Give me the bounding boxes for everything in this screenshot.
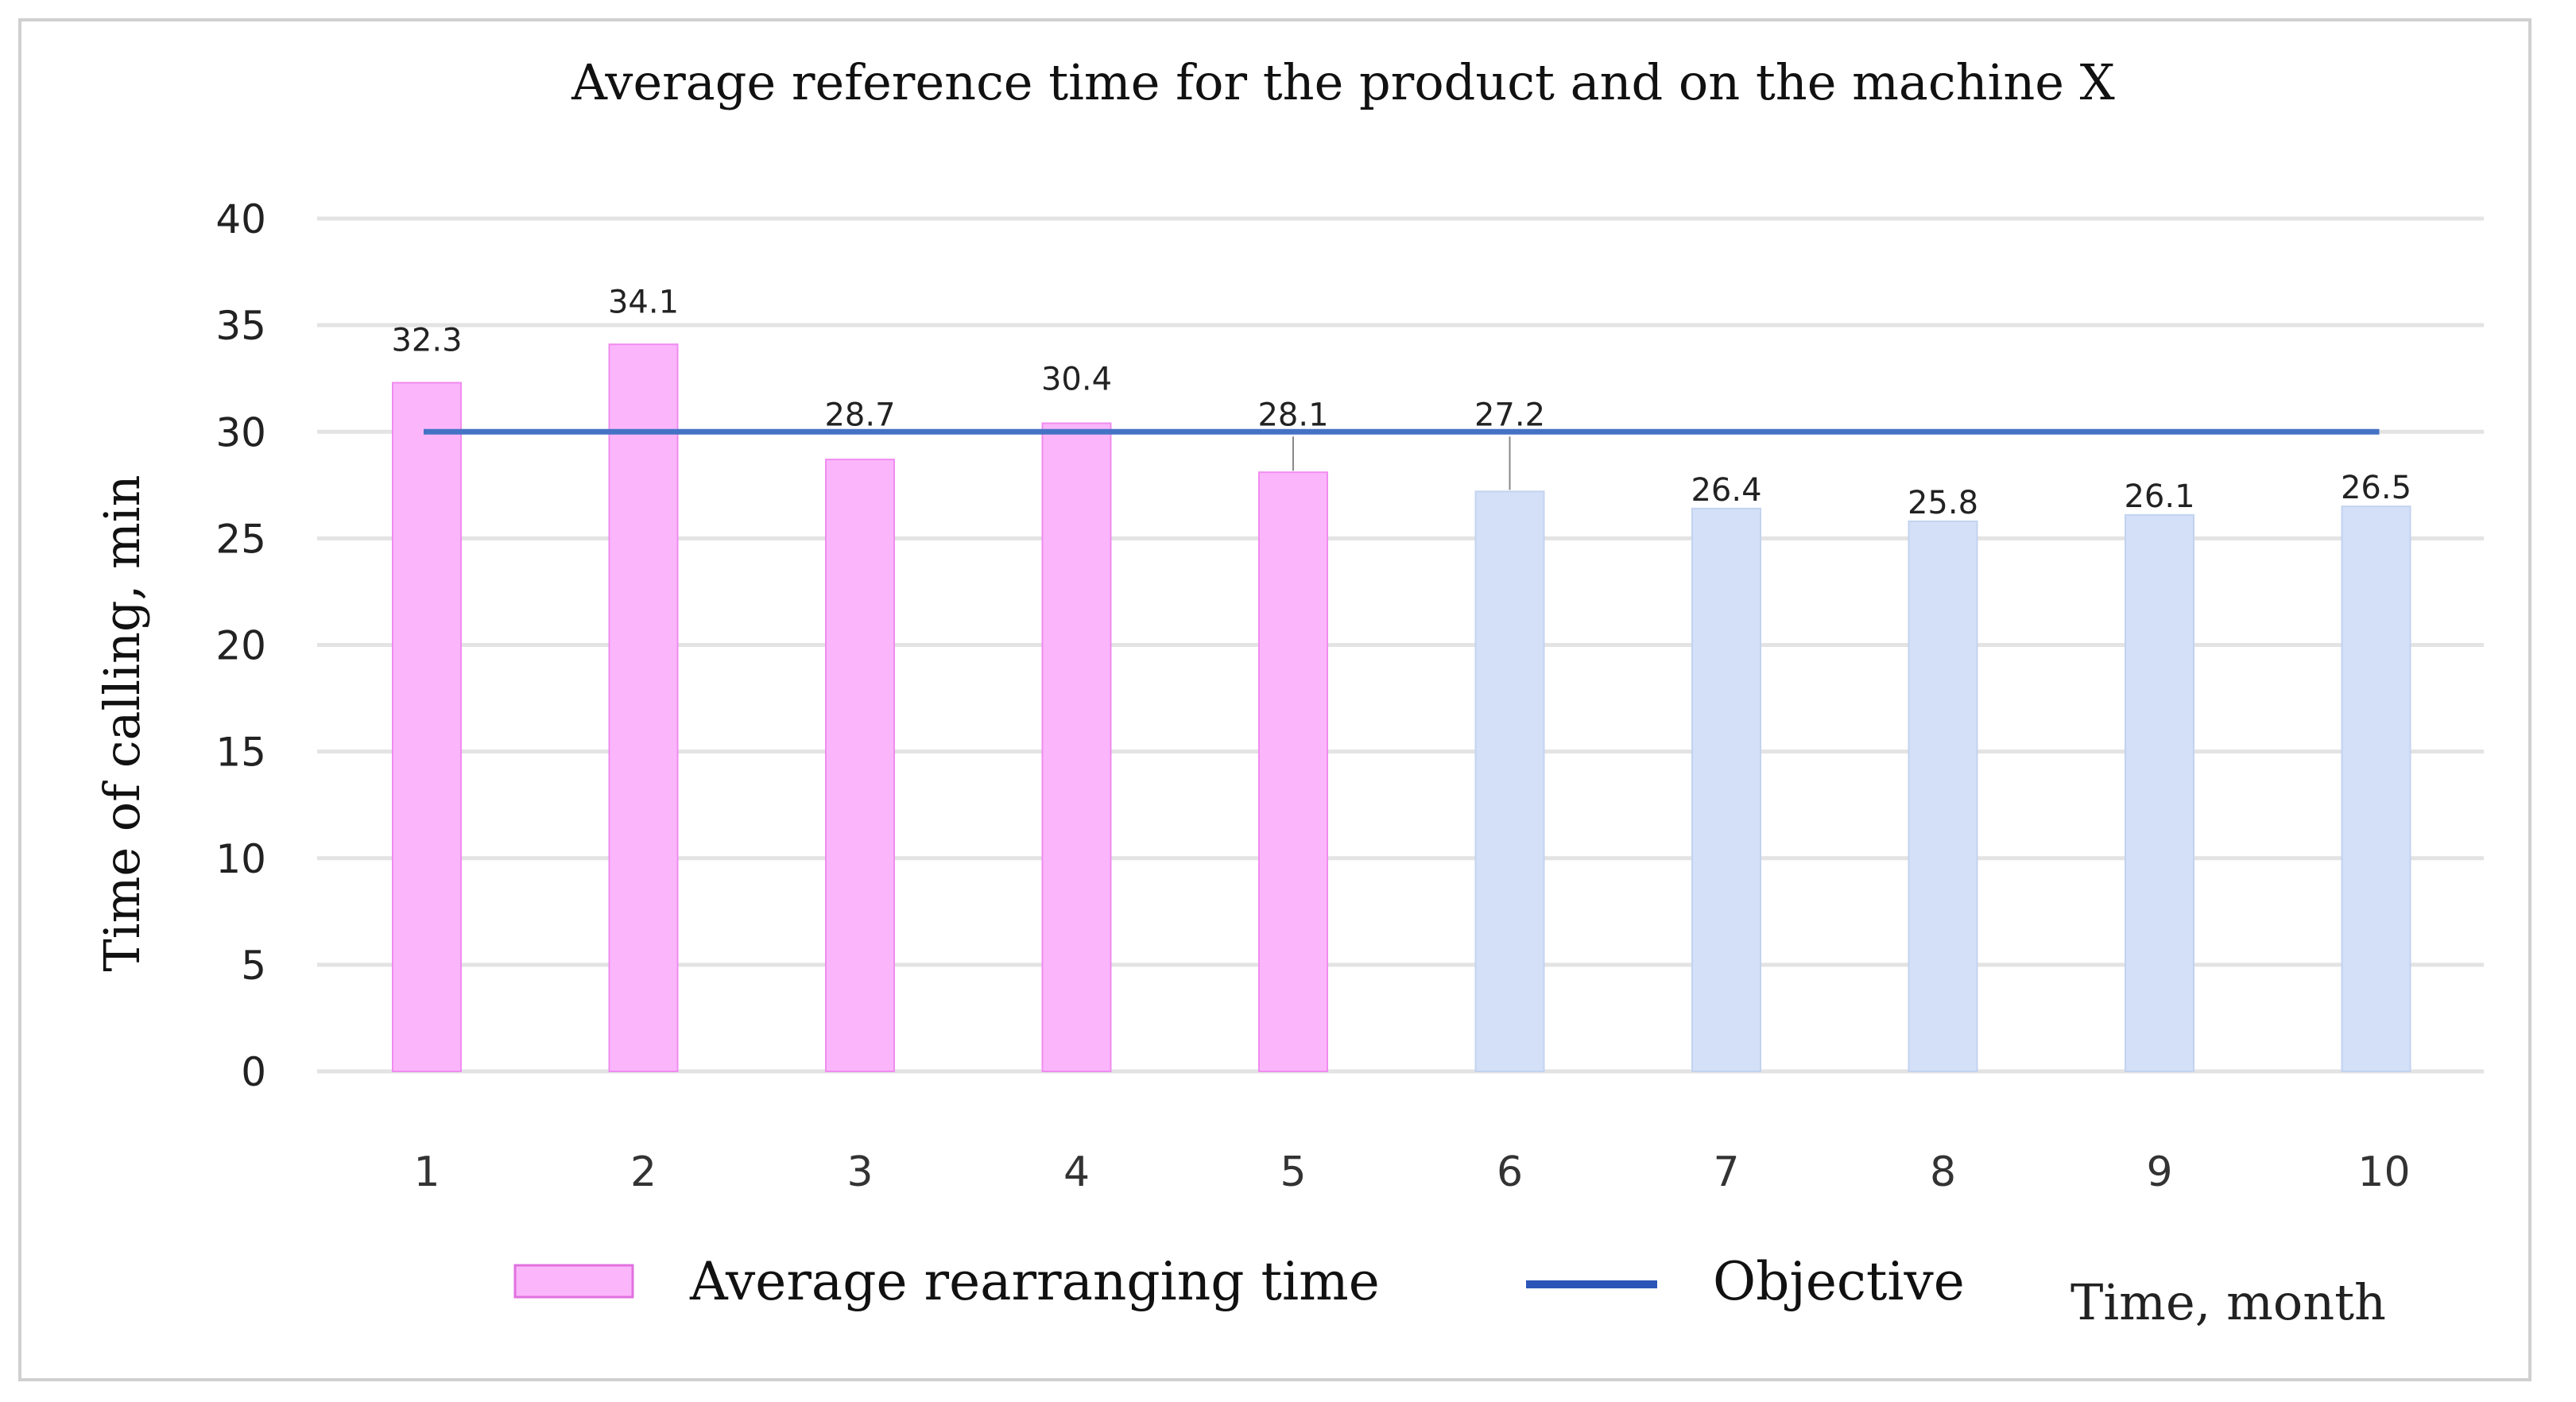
x-tick-labels: 1 2 3 4 5 6 7 8 9 10 xyxy=(413,1148,2410,1196)
y-tick-label: 25 xyxy=(215,516,266,562)
data-label: 28.7 xyxy=(824,397,895,433)
y-tick-label: 0 xyxy=(241,1049,266,1095)
legend: Average rearranging time Objective xyxy=(513,1251,1965,1312)
x-tick-label: 1 xyxy=(413,1148,440,1196)
x-tick-label: 6 xyxy=(1497,1148,1523,1196)
x-tick-label: 7 xyxy=(1713,1148,1739,1196)
legend-swatch-bars xyxy=(513,1264,634,1299)
data-label: 26.1 xyxy=(2124,478,2194,515)
x-tick-label: 3 xyxy=(846,1148,873,1196)
bar xyxy=(392,381,462,1072)
y-tick-label: 15 xyxy=(215,730,266,776)
data-labels: 32.3 34.1 28.7 30.4 28.1 27.2 26.4 25.8 26.1 26.5 xyxy=(391,284,2411,521)
bars xyxy=(392,343,2411,1072)
data-label: 30.4 xyxy=(1041,362,1112,398)
bar xyxy=(2341,505,2411,1072)
bar xyxy=(1474,490,1545,1072)
data-label: 27.2 xyxy=(1474,397,1545,433)
x-axis-label: Time, month xyxy=(2070,1273,2386,1331)
chart-title: Average reference time for the product a… xyxy=(571,53,2115,111)
bar xyxy=(1041,422,1112,1072)
bar xyxy=(1908,520,1978,1072)
y-tick-label: 40 xyxy=(215,196,266,242)
y-tick-label: 35 xyxy=(215,303,266,349)
y-tick-label: 30 xyxy=(215,409,266,455)
y-axis-label: Time of calling, min xyxy=(93,474,151,971)
x-tick-label: 5 xyxy=(1280,1148,1306,1196)
legend-label-objective: Objective xyxy=(1713,1251,1965,1312)
bar xyxy=(1691,507,1761,1072)
x-tick-label: 4 xyxy=(1063,1148,1090,1196)
bar xyxy=(825,459,895,1072)
data-label: 26.5 xyxy=(2341,470,2411,506)
x-tick-label: 10 xyxy=(2357,1148,2410,1196)
y-tick-label: 10 xyxy=(215,836,266,882)
bar xyxy=(608,343,679,1072)
y-tick-labels: 0 5 10 15 20 25 30 35 40 xyxy=(215,196,266,1095)
bar xyxy=(1258,471,1328,1072)
data-label: 32.3 xyxy=(391,323,462,359)
y-tick-label: 5 xyxy=(241,943,266,989)
legend-label-bars: Average rearranging time xyxy=(689,1251,1380,1312)
y-tick-label: 20 xyxy=(215,623,266,669)
data-label: 34.1 xyxy=(608,284,679,320)
data-label: 28.1 xyxy=(1257,397,1328,433)
bar xyxy=(2125,513,2194,1072)
x-tick-label: 2 xyxy=(630,1148,657,1196)
x-tick-label: 8 xyxy=(1930,1148,1956,1196)
data-label: 26.4 xyxy=(1691,472,1761,509)
data-label: 25.8 xyxy=(1908,485,1978,521)
x-tick-label: 9 xyxy=(2146,1148,2172,1196)
